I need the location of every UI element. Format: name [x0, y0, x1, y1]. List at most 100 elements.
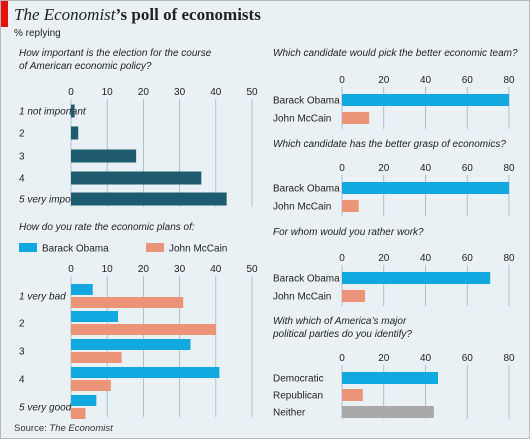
category-label: 1 not important — [19, 107, 87, 118]
x-tick-label: 50 — [246, 87, 258, 98]
bar — [71, 126, 79, 140]
bar — [71, 324, 216, 335]
chart-panel-6: With which of America’s major political p… — [272, 316, 515, 419]
x-tick-label: 80 — [503, 253, 515, 264]
category-label: 4 — [19, 174, 25, 185]
chart-panel-1: How important is the election for the co… — [19, 48, 258, 207]
bar — [342, 290, 365, 302]
category-label: 5 very good — [19, 403, 72, 414]
legend-swatch — [146, 243, 164, 252]
legend: Barack Obama John McCain — [19, 243, 227, 255]
category-label: Barack Obama — [273, 274, 340, 285]
bar — [71, 297, 184, 308]
x-tick-label: 0 — [339, 353, 345, 364]
x-tick-label: 40 — [210, 87, 222, 98]
chart-panel-5: For whom would you rather work? 0 20 40 60 80… — [273, 227, 515, 306]
category-label: Republican — [273, 391, 323, 402]
x-tick-label: 20 — [378, 75, 390, 86]
x-tick-label: 60 — [462, 75, 474, 86]
page-subtitle: % replying — [14, 28, 61, 39]
category-label: 3 — [19, 347, 25, 358]
legend-swatch — [19, 243, 37, 252]
chart-title-line: How important is the election for the co… — [19, 48, 212, 59]
category-label: 4 — [19, 375, 25, 386]
bar — [342, 112, 370, 124]
category-label: Barack Obama — [273, 184, 340, 195]
chart-panel-2: How do you rate the economic plans of: 0 1… — [19, 222, 258, 419]
x-tick-label: 20 — [378, 353, 390, 364]
bar — [71, 104, 75, 118]
x-tick-label: 0 — [339, 163, 345, 174]
category-label: 2 — [19, 129, 25, 140]
x-tick-label: 60 — [462, 163, 474, 174]
bar — [71, 311, 119, 322]
source-note: Source: The Economist — [14, 423, 113, 434]
bar — [342, 94, 509, 106]
bar — [342, 272, 491, 284]
category-label: John McCain — [273, 114, 331, 125]
x-tick-label: 20 — [378, 253, 390, 264]
x-tick-label: 40 — [210, 264, 222, 275]
x-tick-label: 10 — [102, 264, 114, 275]
x-tick-label: 0 — [339, 75, 345, 86]
chart-title-line: With which of America’s major — [273, 316, 407, 327]
chart-title-line: of American economic policy? — [19, 61, 152, 72]
x-tick-label: 20 — [378, 163, 390, 174]
category-label: Democratic — [273, 374, 324, 385]
bar — [342, 372, 439, 384]
x-tick-label: 40 — [420, 253, 432, 264]
brand-red-bar — [1, 1, 8, 27]
chart-title-line: How do you rate the economic plans of: — [19, 222, 195, 233]
chart-panel-4: Which candidate has the better grasp of … — [273, 139, 515, 216]
bar — [71, 352, 122, 363]
chart-panel-3: Which candidate would pick the better ec… — [273, 48, 518, 129]
x-tick-label: 80 — [503, 353, 515, 364]
category-label: John McCain — [273, 202, 331, 213]
legend-label: Barack Obama — [42, 244, 109, 255]
chart-title-line: Which candidate would pick the better ec… — [273, 48, 518, 59]
x-tick-label: 50 — [246, 264, 258, 275]
bar — [71, 149, 137, 163]
page-title: The Economist’s poll of economists — [14, 5, 261, 25]
bar — [71, 339, 191, 350]
bar — [71, 395, 97, 406]
title-rest: ’s poll of economists — [115, 5, 261, 24]
x-tick-label: 80 — [503, 75, 515, 86]
source-name: The Economist — [49, 423, 113, 434]
x-tick-label: 80 — [503, 163, 515, 174]
title-publication: The Economist — [14, 5, 116, 24]
bar — [71, 284, 93, 295]
category-label: 5 very important — [19, 195, 92, 206]
x-tick-label: 30 — [174, 87, 186, 98]
x-tick-label: 40 — [420, 163, 432, 174]
chart-title-line: For whom would you rather work? — [273, 227, 424, 238]
legend-label: John McCain — [169, 244, 227, 255]
bar — [71, 171, 202, 185]
chart-title-line: Which candidate has the better grasp of … — [273, 139, 506, 150]
bar — [71, 380, 111, 391]
category-label: 2 — [19, 319, 25, 330]
source-label: Source: — [14, 423, 47, 434]
bar — [342, 200, 359, 212]
category-label: John McCain — [273, 292, 331, 303]
bar — [342, 406, 434, 418]
category-label: Barack Obama — [273, 96, 340, 107]
category-label: 3 — [19, 152, 25, 163]
x-tick-label: 20 — [138, 87, 150, 98]
chart-title-line: political parties do you identify? — [272, 329, 412, 340]
x-tick-label: 30 — [174, 264, 186, 275]
x-tick-label: 40 — [420, 353, 432, 364]
category-label: Neither — [273, 408, 306, 419]
category-label: 1 very bad — [19, 292, 66, 303]
x-tick-label: 0 — [68, 87, 74, 98]
bar — [342, 389, 363, 401]
bar — [71, 408, 86, 419]
x-tick-label: 60 — [462, 353, 474, 364]
bar — [71, 367, 220, 378]
x-tick-label: 20 — [138, 264, 150, 275]
bar — [342, 182, 509, 194]
bar — [71, 192, 227, 206]
x-tick-label: 10 — [102, 87, 114, 98]
